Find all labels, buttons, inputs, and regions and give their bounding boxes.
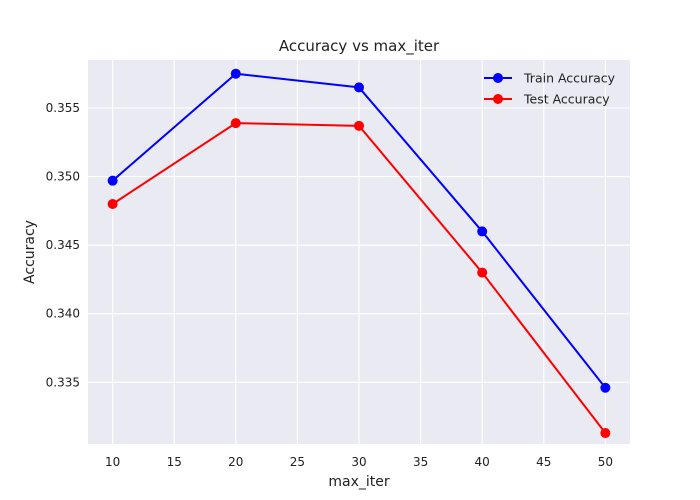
x-tick-label: 45 <box>536 455 551 469</box>
x-tick-label: 35 <box>413 455 428 469</box>
y-tick-label: 0.345 <box>46 238 80 252</box>
x-axis-tick-labels: 10 15 20 25 30 35 40 45 50 <box>105 455 613 469</box>
test-accuracy-point <box>354 120 364 131</box>
test-accuracy-legend-marker <box>493 94 503 104</box>
train-accuracy-point <box>600 382 611 393</box>
test-accuracy-point <box>107 199 118 209</box>
y-tick-label: 0.335 <box>46 375 80 389</box>
train-accuracy-legend-label: Train Accuracy <box>523 71 616 86</box>
x-tick-label: 30 <box>351 455 366 469</box>
y-axis-title: Accuracy <box>22 220 38 284</box>
train-accuracy-point <box>107 175 118 186</box>
y-tick-label: 0.350 <box>46 170 80 184</box>
chart-title: Accuracy vs max_iter <box>279 37 440 56</box>
test-accuracy-point <box>600 428 611 439</box>
test-accuracy-legend-label: Test Accuracy <box>523 92 610 107</box>
y-axis-tick-labels: 0.335 0.340 0.345 0.350 0.355 <box>46 101 80 389</box>
x-tick-label: 40 <box>475 455 490 469</box>
x-axis-title: max_iter <box>328 474 389 490</box>
train-accuracy-point <box>477 226 488 237</box>
x-tick-label: 25 <box>290 455 305 469</box>
y-tick-label: 0.355 <box>46 101 80 115</box>
test-accuracy-point <box>230 118 241 129</box>
x-tick-label: 10 <box>105 455 120 469</box>
train-accuracy-point <box>354 82 364 93</box>
test-accuracy-point <box>477 267 488 278</box>
x-tick-label: 15 <box>167 455 182 469</box>
legend: Train Accuracy Test Accuracy <box>484 71 616 107</box>
data-series <box>107 68 611 439</box>
y-tick-label: 0.340 <box>46 307 80 321</box>
x-tick-label: 20 <box>228 455 243 469</box>
x-tick-label: 50 <box>598 455 613 469</box>
train-accuracy-point <box>230 68 241 79</box>
train-accuracy-legend-marker <box>493 73 503 83</box>
